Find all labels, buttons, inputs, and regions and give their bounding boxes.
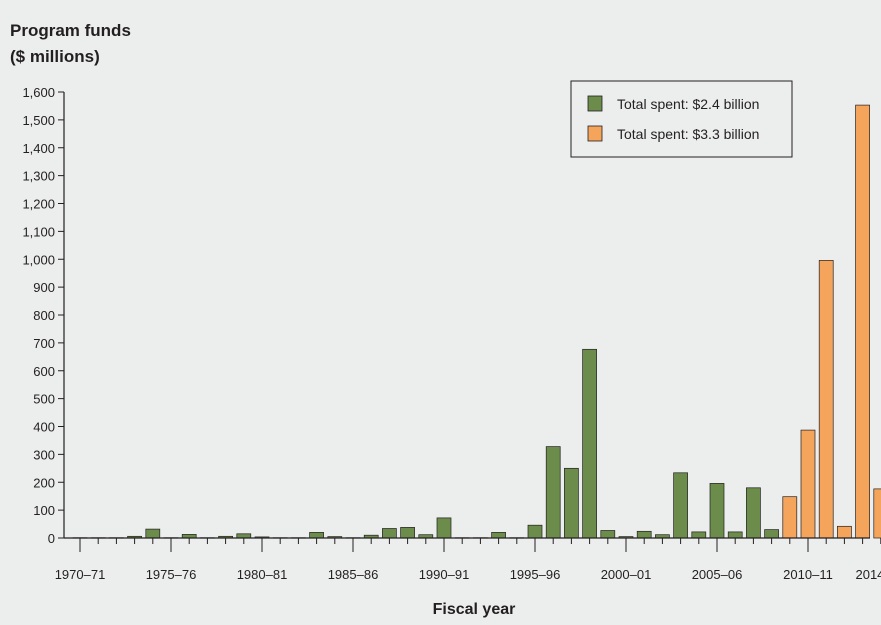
bar-2007–08 <box>746 487 761 539</box>
bar-1998–99 <box>582 348 597 539</box>
bar-1999–00 <box>600 530 616 539</box>
x-axis: 1970–71 1975–76 1980–81 1985–86 1990–91 1995–… <box>55 537 881 582</box>
bar-1993–94 <box>491 532 506 539</box>
y-tick-label: 1,200 <box>22 197 55 212</box>
x-tick-label: 1975–76 <box>146 567 197 582</box>
bar-2012–13 <box>837 525 852 539</box>
bar-1988–89 <box>400 527 415 539</box>
bar-2008–09 <box>764 529 779 539</box>
x-tick-label: 1970–71 <box>55 567 106 582</box>
y-tick-label: 1,300 <box>22 169 55 184</box>
y-axis-label-line-1: Program funds <box>10 21 131 40</box>
bar-2004–05 <box>691 531 707 539</box>
x-axis-label: Fiscal year <box>433 601 516 618</box>
bar-2009–10 <box>782 496 798 539</box>
y-tick-label: 800 <box>33 308 55 323</box>
y-tick-label: 200 <box>33 475 55 490</box>
y-tick-label: 1,100 <box>22 224 55 239</box>
bar-1996–97 <box>545 446 561 539</box>
bar-2001–02 <box>636 530 652 539</box>
bars <box>72 104 881 539</box>
bar-1987–88 <box>382 528 397 539</box>
legend-label-orange: Total spent: $3.3 billion <box>617 126 759 142</box>
y-tick-label: 1,600 <box>22 85 55 100</box>
x-tick-label: 2000–01 <box>601 567 652 582</box>
y-axis: 0 100 200 300 400 500 600 700 800 900 1,000 1,100 1,… <box>22 85 65 546</box>
y-tick-label: 1,400 <box>22 141 55 156</box>
y-tick-label: 100 <box>33 503 55 518</box>
y-tick-label: 500 <box>33 392 55 407</box>
x-tick-label: 2010–11 <box>783 567 833 582</box>
y-tick-label: 900 <box>33 280 55 295</box>
y-tick-label: 0 <box>48 531 55 546</box>
bar-1983–84 <box>309 532 324 539</box>
x-tick-label: 1985–86 <box>328 567 379 582</box>
legend-box <box>570 80 793 158</box>
bar-2014–15 <box>873 488 881 539</box>
y-tick-label: 1,500 <box>22 113 55 128</box>
legend-swatch-green <box>587 95 603 112</box>
x-tick-label: 2005–06 <box>692 567 743 582</box>
bar-1979–80 <box>236 533 252 539</box>
y-tick-label: 1,000 <box>22 252 55 267</box>
x-tick-label: 1995–96 <box>510 567 561 582</box>
bar-2010–11 <box>800 429 816 539</box>
y-axis-label-line-2: ($ millions) <box>10 47 100 66</box>
legend: Total spent: $2.4 billion Total spent: $… <box>570 80 793 158</box>
x-tick-label: 2014–15 <box>855 567 881 582</box>
y-tick-label: 400 <box>33 420 55 435</box>
bar-1997–98 <box>564 467 579 539</box>
x-tick-label: 1980–81 <box>237 567 288 582</box>
legend-swatch-orange <box>587 125 603 142</box>
y-tick-label: 700 <box>33 336 55 351</box>
bar-1974–75 <box>145 528 161 539</box>
y-tick-label: 300 <box>33 447 55 462</box>
bar-2011–12 <box>818 260 834 539</box>
bar-2003–04 <box>673 472 688 539</box>
bar-1990–91 <box>436 517 452 539</box>
legend-label-green: Total spent: $2.4 billion <box>617 96 759 112</box>
bar-2005–06 <box>709 483 725 539</box>
bar-1995–96 <box>527 524 543 539</box>
bar-2013–14 <box>855 104 870 539</box>
bar-2006–07 <box>727 531 743 539</box>
x-tick-label: 1990–91 <box>419 567 470 582</box>
y-tick-label: 600 <box>33 364 55 379</box>
